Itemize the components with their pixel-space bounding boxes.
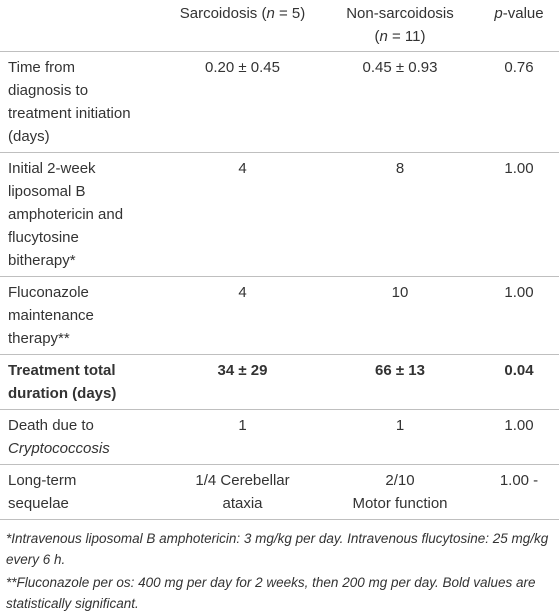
cell: 1.00 - <box>465 465 559 520</box>
table-row: Treatment total duration (days) 34 ± 29 66 … <box>0 355 559 410</box>
cell: 1 <box>150 410 335 465</box>
cell-line: Cryptococcosis <box>8 437 144 460</box>
text-segment: -value <box>502 5 544 22</box>
header-row: Sarcoidosis (n = 5) Non-sarcoidosis (n = 1… <box>0 0 559 52</box>
cell-line: Fluconazole <box>8 284 89 301</box>
cell-line: Death due to <box>8 417 94 434</box>
cell-line: 1.00 <box>504 284 534 301</box>
cell-line: flucytosine <box>8 229 79 246</box>
header-cell: p-value <box>465 0 559 52</box>
row-label: Initial 2-week liposomal B amphotericin an… <box>0 153 150 277</box>
cell: 1.00 <box>465 153 559 277</box>
cell-line: 8 <box>395 160 405 177</box>
row-label: Treatment total duration (days) <box>0 355 150 410</box>
cell-line: ataxia <box>222 495 263 512</box>
cell-line: 0.20 ± 0.45 <box>205 59 280 76</box>
cell-line: treatment initiation <box>8 105 131 122</box>
cell-line: 0.04 <box>504 362 534 379</box>
header-cell: Sarcoidosis (n = 5) <box>150 0 335 52</box>
cell-line: 1/4 Cerebellar <box>195 472 290 489</box>
row-label: Fluconazole maintenance therapy** <box>0 277 150 355</box>
cell-line: 2/10 <box>385 472 415 489</box>
cell-line: sequelae <box>8 495 69 512</box>
data-table: Sarcoidosis (n = 5) Non-sarcoidosis (n = 1… <box>0 0 559 520</box>
cell: 1.00 <box>465 410 559 465</box>
page: {"table": { "header": [ [["Sarcoidosis (… <box>0 5 559 611</box>
cell-line: 0.76 <box>504 59 534 76</box>
cell-line: 1 <box>395 417 405 434</box>
cell-line: duration (days) <box>8 385 117 402</box>
text-segment: n <box>379 28 388 45</box>
cell: 4 <box>150 153 335 277</box>
cell: 8 <box>335 153 465 277</box>
cell: 0.76 <box>465 52 559 153</box>
table-row: Long-term sequelae 1/4 Cerebellar ataxia 2/1… <box>0 465 559 520</box>
cell-line: amphotericin and <box>8 206 124 223</box>
cell: 10 <box>335 277 465 355</box>
text-segment: = 11) <box>387 28 426 45</box>
cell-line: 1.00 - <box>499 472 539 489</box>
text-segment: p <box>494 5 503 22</box>
cell-line: liposomal B <box>8 183 86 200</box>
cell-line: 0.45 ± 0.93 <box>362 59 438 76</box>
cell-line: therapy** <box>8 330 70 347</box>
footnotes: *Intravenous liposomal B amphotericin: 3… <box>0 520 559 614</box>
table-row: Death due to Cryptococcosis 1 1 1.00 <box>0 410 559 465</box>
table-row: Fluconazole maintenance therapy** 4 10 1.00 <box>0 277 559 355</box>
header-cell <box>0 0 150 52</box>
cell-line: Sarcoidosis (n = 5) <box>156 2 329 25</box>
cell-line: 1 <box>238 417 247 434</box>
cell-line: Motor function <box>352 495 448 512</box>
cell-line: Time from <box>8 59 75 76</box>
header-cell: Non-sarcoidosis (n = 11) <box>335 0 465 52</box>
cell-line: Non-sarcoidosis <box>346 5 454 22</box>
cell-line: 1.00 <box>504 417 534 434</box>
cell: 2/10 Motor function <box>335 465 465 520</box>
cell-line: Treatment total <box>8 362 116 379</box>
text-segment: Sarcoidosis ( <box>179 5 267 22</box>
cell-line: 10 <box>391 284 409 301</box>
cell-line: bitherapy* <box>8 252 76 269</box>
cell: 34 ± 29 <box>150 355 335 410</box>
footnote: *Intravenous liposomal B amphotericin: 3… <box>6 531 549 567</box>
cell-line: maintenance <box>8 307 94 324</box>
text-segment: n <box>266 5 275 22</box>
cell-line: (days) <box>8 128 50 145</box>
text-segment: Cryptococcosis <box>8 440 110 457</box>
cell: 0.45 ± 0.93 <box>335 52 465 153</box>
cell-line: diagnosis to <box>8 82 89 99</box>
table-row: Initial 2-week liposomal B amphotericin an… <box>0 153 559 277</box>
row-label: Long-term sequelae <box>0 465 150 520</box>
cell: 4 <box>150 277 335 355</box>
cell: 1/4 Cerebellar ataxia <box>150 465 335 520</box>
cell: 1 <box>335 410 465 465</box>
cell-line: 4 <box>238 160 247 177</box>
table-row: Time from diagnosis to treatment initiatio… <box>0 52 559 153</box>
cell-line: 4 <box>238 284 247 301</box>
cell-line: Initial 2-week <box>8 160 96 177</box>
footnote: **Fluconazole per os: 400 mg per day for… <box>6 575 536 611</box>
cell: 66 ± 13 <box>335 355 465 410</box>
cell: 0.04 <box>465 355 559 410</box>
text-segment: = 5) <box>274 5 306 22</box>
cell: 1.00 <box>465 277 559 355</box>
cell: 0.20 ± 0.45 <box>150 52 335 153</box>
cell-line: 66 ± 13 <box>375 362 425 379</box>
cell-line: Long-term <box>8 472 77 489</box>
text-segment: ( <box>374 28 380 45</box>
row-label: Death due to Cryptococcosis <box>0 410 150 465</box>
cell-line: 1.00 <box>504 160 534 177</box>
cell-line: p-value <box>485 2 553 25</box>
row-label: Time from diagnosis to treatment initiatio… <box>0 52 150 153</box>
cell-line: (n = 11) <box>341 25 459 48</box>
cell-line: 34 ± 29 <box>217 362 268 379</box>
